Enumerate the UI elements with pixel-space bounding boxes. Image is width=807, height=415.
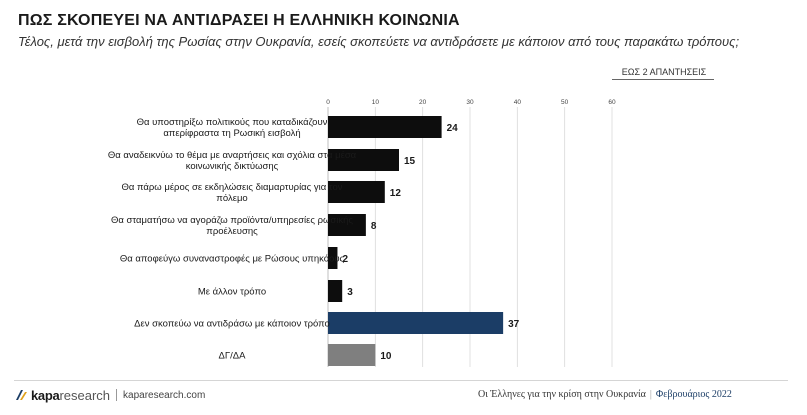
tick-label: 40 <box>514 99 522 106</box>
bar <box>328 280 343 302</box>
category-label: Θα υποστηρίξω πολιτικούς που καταδικάζου… <box>137 117 328 128</box>
logo-kapa-text: kapa <box>31 387 60 403</box>
footer-date: Φεβρουάριος 2022 <box>655 389 732 400</box>
logo-research-text: research <box>59 387 111 403</box>
kapa-logo-icon <box>16 390 27 400</box>
bar <box>328 181 385 203</box>
bar <box>328 149 399 171</box>
category-label: ΔΓ/ΔΑ <box>219 351 247 362</box>
value-label: 3 <box>347 287 353 298</box>
value-label: 37 <box>508 319 520 330</box>
category-label: Θα σταματήσω να αγοράζω προϊόντα/υπηρεσί… <box>111 215 353 226</box>
tick-label: 10 <box>372 99 380 106</box>
bar <box>328 247 338 269</box>
tick-label: 50 <box>561 99 569 106</box>
value-label: 2 <box>342 254 348 265</box>
footer-divider <box>14 380 788 381</box>
bar <box>328 344 376 366</box>
category-label: Θα αναδεικνύω το θέμα με αναρτήσεις και … <box>108 150 357 161</box>
value-label: 8 <box>371 221 377 232</box>
tick-label: 60 <box>608 99 616 106</box>
bar <box>328 214 366 236</box>
value-label: 15 <box>404 156 416 167</box>
page-title: ΠΩΣ ΣΚΟΠΕΥΕΙ ΝΑ ΑΝΤΙΔΡΑΣΕΙ Η ΕΛΛΗΝΙΚΗ ΚΟ… <box>18 12 460 29</box>
footer-logo: kapa research kaparesearch.com <box>14 387 205 403</box>
category-label: Με άλλον τρόπο <box>198 287 266 298</box>
answers-note: ΕΩΣ 2 ΑΠΑΝΤΗΣΕΙΣ <box>621 67 707 77</box>
category-label: απερίφραστα τη Ρωσική εισβολή <box>163 128 300 139</box>
value-label: 24 <box>447 123 459 134</box>
answers-note-underline <box>612 79 714 80</box>
bar <box>328 116 442 138</box>
category-label: Θα αποφεύγω συναναστροφές με Ρώσους υπηκ… <box>120 254 345 265</box>
category-label: Δεν σκοπεύω να αντιδράσω με κάποιον τρόπ… <box>134 319 330 330</box>
category-label: πόλεμο <box>216 193 247 204</box>
tick-label: 0 <box>326 99 330 106</box>
bar-chart: 0 10 20 30 40 50 60 24 Θα υποστηρίξω πολιτικούς … <box>108 99 616 367</box>
logo-separator <box>116 389 118 401</box>
category-label: προέλευσης <box>206 226 258 237</box>
footer-caption: Οι Έλληνες για την κρίση στην Ουκρανία <box>478 389 646 400</box>
category-label: κοινωνικής δικτύωσης <box>186 161 279 172</box>
value-label: 10 <box>380 351 392 362</box>
category-label: Θα πάρω μέρος σε εκδηλώσεις διαμαρτυρίας… <box>121 182 342 193</box>
page-subtitle: Τέλος, μετά την εισβολή της Ρωσίας στην … <box>18 34 740 49</box>
footer-caption-group: Οι Έλληνες για την κρίση στην Ουκρανία |… <box>478 389 732 400</box>
bar <box>328 312 504 334</box>
value-label: 12 <box>390 188 402 199</box>
tick-label: 20 <box>419 99 427 106</box>
tick-label: 30 <box>466 99 474 106</box>
footer-separator: | <box>649 389 652 400</box>
footer-url: kaparesearch.com <box>123 389 206 401</box>
